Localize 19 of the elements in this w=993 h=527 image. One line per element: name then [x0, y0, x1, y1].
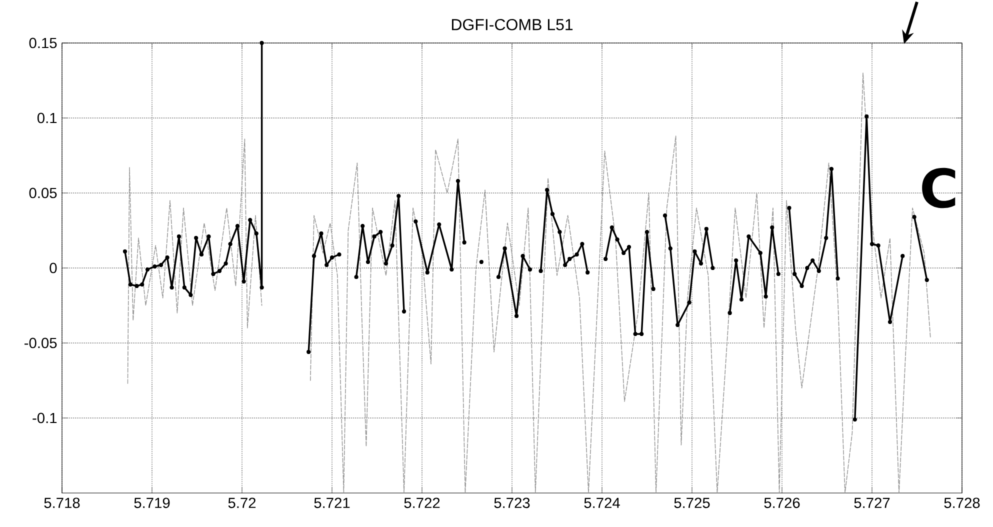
- x-tick-label: 5.721: [314, 498, 350, 508]
- x-tick-label: 5.724: [584, 498, 620, 508]
- x-tick-label: 5.722: [404, 498, 440, 508]
- y-tick-label: -0.05: [24, 338, 57, 348]
- x-tick-label: 5.723: [494, 498, 530, 508]
- chart-title: DGFI-COMB L51: [452, 18, 573, 30]
- y-tick-label: 0.1: [37, 112, 57, 124]
- x-tick-label: 5.719: [134, 498, 170, 508]
- x-tick-label: 5.72: [228, 498, 256, 508]
- y-tick-label: 0.05: [29, 188, 57, 198]
- x-tick-label: 5.727: [854, 498, 890, 508]
- y-tick-label: -0.1: [32, 412, 57, 424]
- x-tick-label: 5.726: [764, 498, 800, 508]
- x-tick-label: 5.718: [44, 498, 80, 508]
- y-tick-label: 0: [50, 262, 57, 274]
- y-tick-label: 0.15: [29, 38, 57, 48]
- x-tick-label: 5.725: [674, 498, 710, 508]
- x-tick-label: 5.728: [944, 498, 980, 508]
- annotation: C: [922, 168, 956, 208]
